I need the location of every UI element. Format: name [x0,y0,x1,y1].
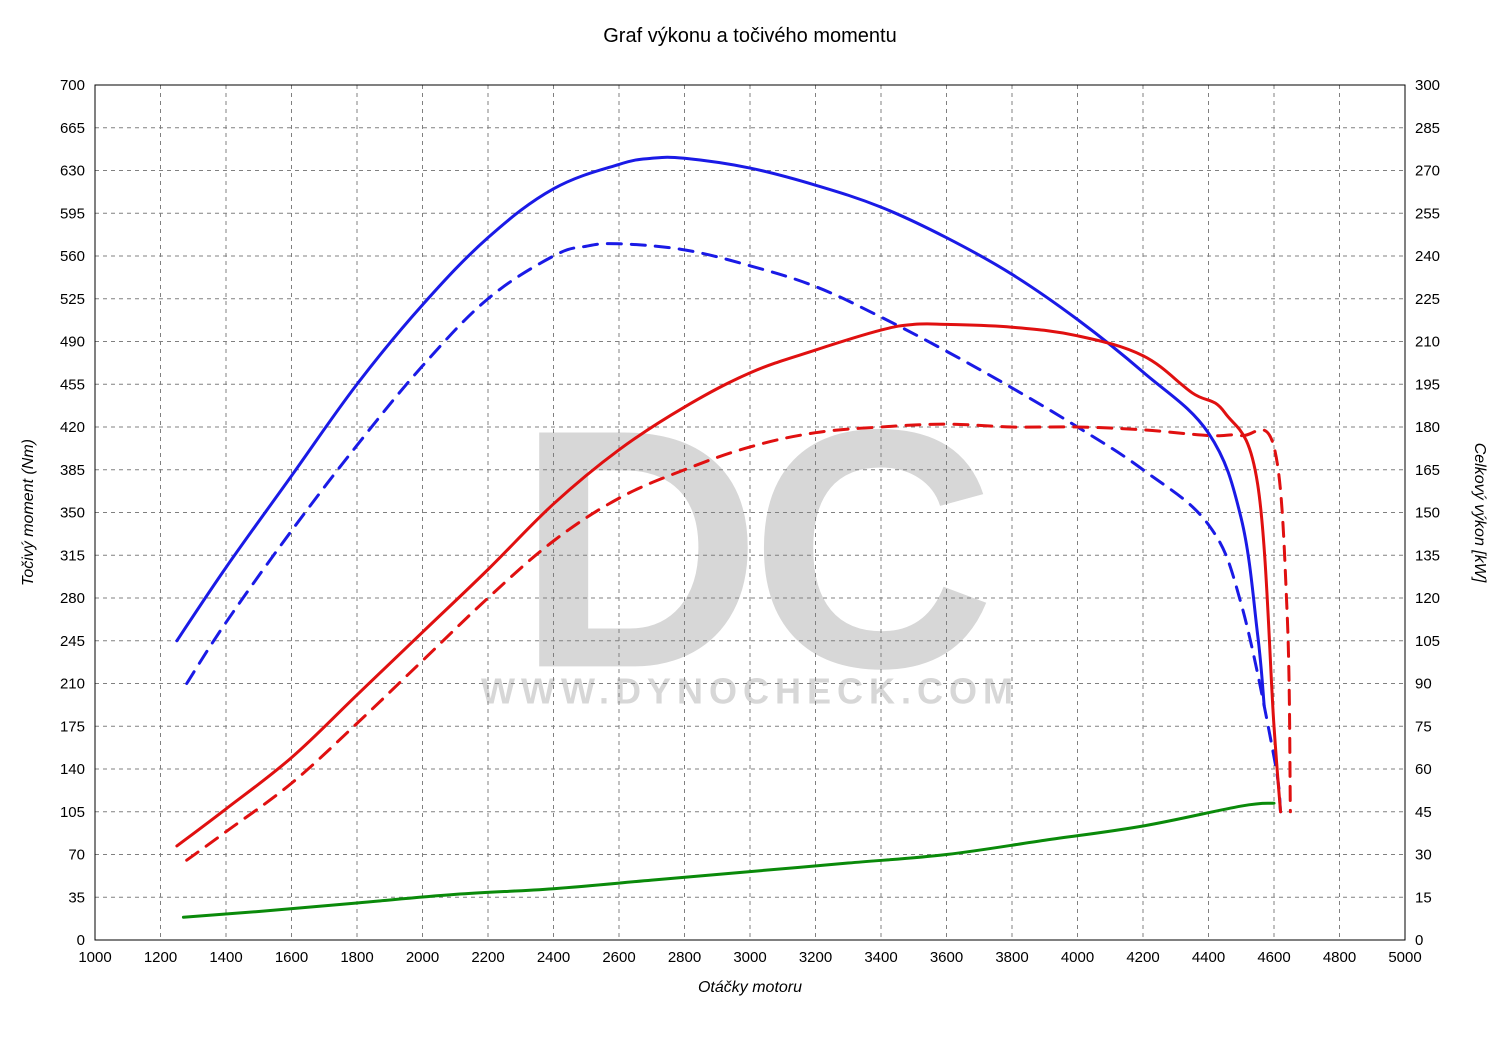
y-right-tick-label: 105 [1415,633,1440,650]
x-tick-label: 4400 [1192,949,1225,966]
x-axis-label: Otáčky motoru [698,979,802,996]
y-left-tick-label: 665 [60,120,85,137]
y-right-tick-label: 150 [1415,505,1440,522]
y-left-tick-label: 700 [60,77,85,94]
y-right-tick-label: 195 [1415,376,1440,393]
y-right-tick-label: 120 [1415,590,1440,607]
x-tick-label: 3000 [733,949,766,966]
y-right-tick-label: 285 [1415,120,1440,137]
y-right-tick-label: 45 [1415,804,1432,821]
x-tick-label: 1000 [78,949,111,966]
x-tick-label: 4600 [1257,949,1290,966]
y-left-tick-label: 315 [60,547,85,564]
y-right-tick-label: 30 [1415,847,1432,864]
y-left-tick-label: 420 [60,419,85,436]
y-right-tick-label: 270 [1415,163,1440,180]
y-right-tick-label: 240 [1415,248,1440,265]
y-left-tick-label: 350 [60,505,85,522]
y-right-tick-label: 15 [1415,889,1432,906]
y-left-tick-label: 140 [60,761,85,778]
y-left-tick-label: 105 [60,804,85,821]
y-right-tick-label: 255 [1415,205,1440,222]
y-right-tick-label: 210 [1415,334,1440,351]
y-left-tick-label: 35 [68,889,85,906]
y-left-tick-label: 630 [60,163,85,180]
y-left-tick-label: 385 [60,462,85,479]
y-left-tick-label: 70 [68,847,85,864]
y-right-tick-label: 180 [1415,419,1440,436]
x-tick-label: 3200 [799,949,832,966]
y-left-tick-label: 280 [60,590,85,607]
x-tick-label: 5000 [1388,949,1421,966]
y-left-tick-label: 595 [60,205,85,222]
x-tick-label: 2000 [406,949,439,966]
x-tick-label: 2400 [537,949,570,966]
y-left-tick-label: 455 [60,376,85,393]
x-tick-label: 2800 [668,949,701,966]
y-right-tick-label: 165 [1415,462,1440,479]
x-tick-label: 4800 [1323,949,1356,966]
y-left-axis-label: Točivý moment (Nm) [20,439,37,586]
x-tick-label: 1600 [275,949,308,966]
y-left-tick-label: 245 [60,633,85,650]
dyno-chart: Graf výkonu a točivého momentuDCWWW.DYNO… [0,0,1500,1041]
y-right-tick-label: 0 [1415,932,1423,949]
y-left-tick-label: 210 [60,676,85,693]
y-left-tick-label: 490 [60,334,85,351]
y-right-tick-label: 75 [1415,718,1432,735]
x-tick-label: 2600 [602,949,635,966]
x-tick-label: 1200 [144,949,177,966]
y-right-tick-label: 135 [1415,547,1440,564]
x-tick-label: 2200 [471,949,504,966]
x-tick-label: 3400 [864,949,897,966]
y-right-axis-label: Celkový výkon [kW] [1471,443,1488,583]
y-right-tick-label: 90 [1415,676,1432,693]
x-tick-label: 3600 [930,949,963,966]
x-tick-label: 4000 [1061,949,1094,966]
x-tick-label: 3800 [995,949,1028,966]
y-right-tick-label: 60 [1415,761,1432,778]
y-left-tick-label: 0 [77,932,85,949]
y-right-tick-label: 225 [1415,291,1440,308]
y-left-tick-label: 525 [60,291,85,308]
x-tick-label: 4200 [1126,949,1159,966]
chart-title: Graf výkonu a točivého momentu [603,25,896,47]
y-left-tick-label: 560 [60,248,85,265]
y-right-tick-label: 300 [1415,77,1440,94]
x-tick-label: 1400 [209,949,242,966]
x-tick-label: 1800 [340,949,373,966]
y-left-tick-label: 175 [60,718,85,735]
svg-text:WWW.DYNOCHECK.COM: WWW.DYNOCHECK.COM [481,671,1019,712]
